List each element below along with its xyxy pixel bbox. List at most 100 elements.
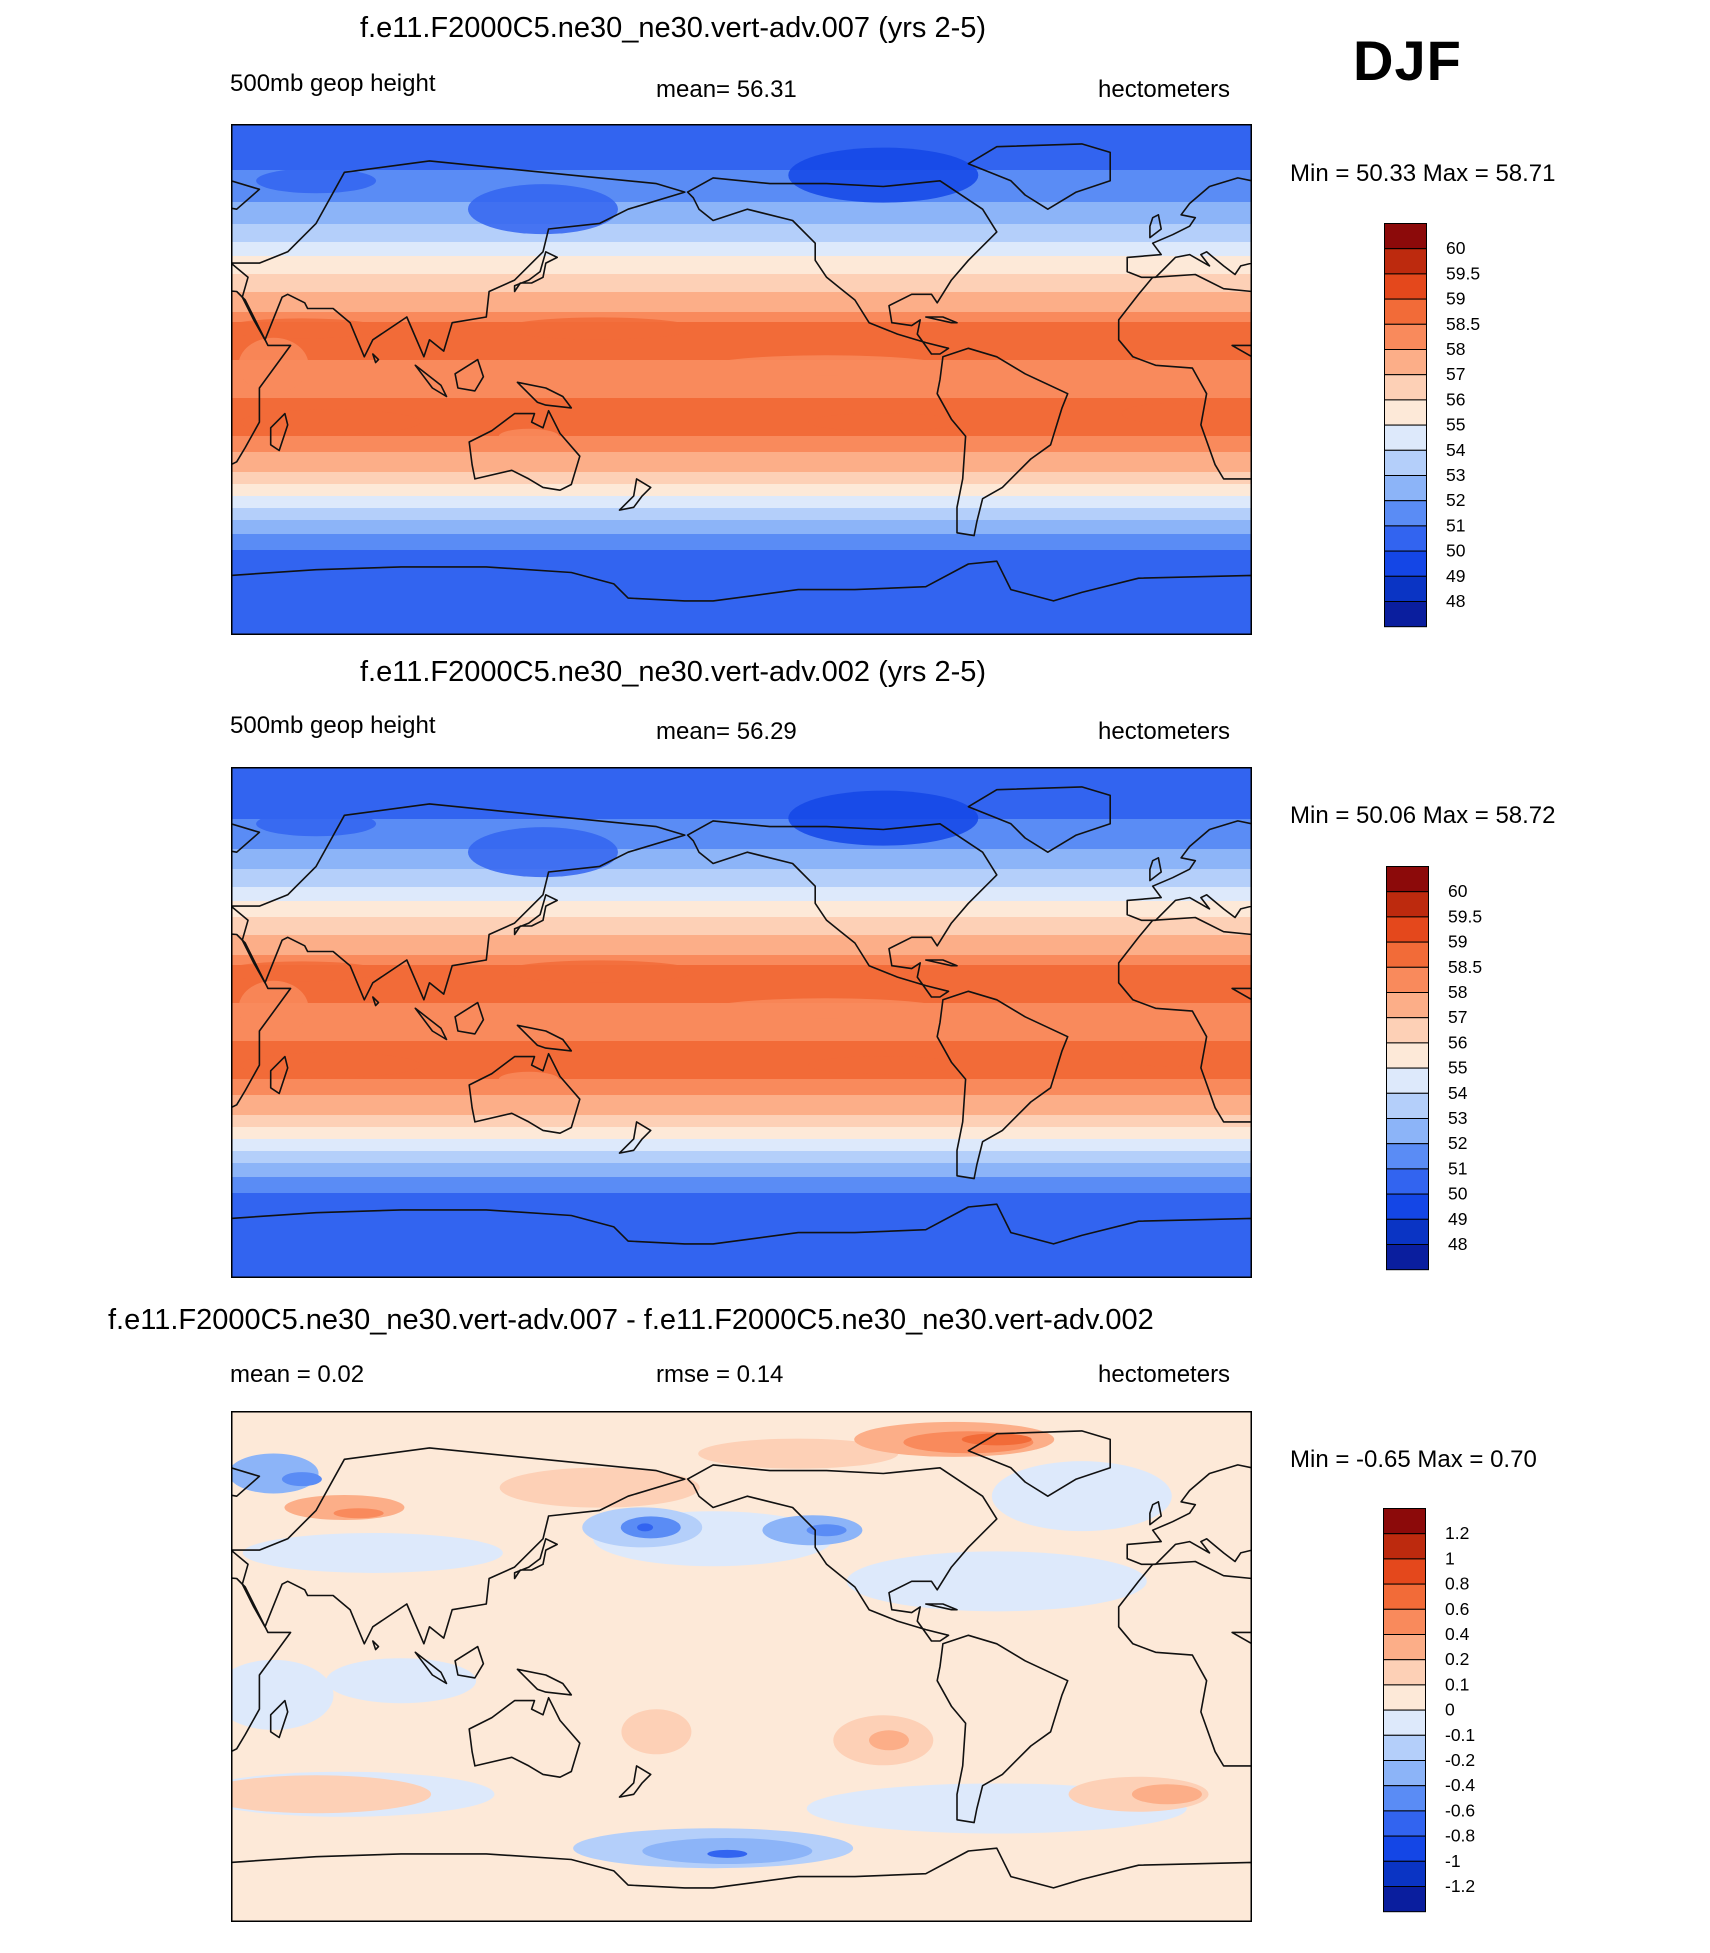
colorbar-box xyxy=(1384,374,1427,401)
panel-1-title: f.e11.F2000C5.ne30_ne30.vert-adv.007 (yr… xyxy=(360,12,987,44)
colorbar-box xyxy=(1386,992,1429,1019)
panel-2-title: f.e11.F2000C5.ne30_ne30.vert-adv.002 (yr… xyxy=(360,656,987,688)
coastline-madagascar xyxy=(269,412,289,452)
colorbar-box xyxy=(1384,500,1427,527)
colorbar-box xyxy=(1383,1583,1426,1610)
coastline-britain xyxy=(1149,1501,1163,1526)
colorbar-tick-label: 59.5 xyxy=(1446,263,1480,283)
panel-3-title: f.e11.F2000C5.ne30_ne30.vert-adv.007 - f… xyxy=(108,1304,1154,1336)
colorbar-tick-label: 60 xyxy=(1448,881,1468,901)
coastline-greenland xyxy=(967,786,1112,853)
coastline-sumatra xyxy=(414,1007,448,1041)
colorbar-tick-label: 0.4 xyxy=(1445,1624,1470,1644)
coastline-north-america xyxy=(686,820,998,998)
colorbar-box xyxy=(1384,273,1427,300)
colorbar-box xyxy=(1386,1244,1429,1271)
coastline-india-island-srilanka xyxy=(372,996,380,1007)
colorbar-box xyxy=(1384,323,1427,351)
coastline-australia xyxy=(468,409,581,492)
colorbar-tick-label: 55 xyxy=(1446,415,1465,435)
coastline-new-zealand xyxy=(618,1121,652,1154)
coastline-greenland xyxy=(967,143,1112,210)
panel-3-minmax-label: Min = -0.65 Max = 0.70 xyxy=(1290,1446,1537,1473)
colorbar-box xyxy=(1383,1785,1426,1812)
colorbar-box xyxy=(1383,1634,1426,1661)
coastline-new-guinea xyxy=(516,1024,573,1052)
colorbar-tick-label: 50 xyxy=(1448,1184,1468,1204)
colorbar-boxes xyxy=(1386,866,1429,1271)
colorbar-tick-label: 0.1 xyxy=(1445,1674,1469,1694)
colorbar-labels: 60 59.5 59 58.5 58 57 56 55 54 53 52 51 50 49 48 xyxy=(1448,881,1482,1254)
colorbar-box xyxy=(1386,1168,1429,1195)
panel-2-mean-label: mean= 56.29 xyxy=(656,718,797,745)
map-frame xyxy=(231,124,1252,635)
colorbar-tick-label: 58.5 xyxy=(1448,957,1482,977)
coastline-australia xyxy=(468,1052,581,1135)
colorbar-tick-label: 1 xyxy=(1445,1548,1455,1568)
coastline-cuba xyxy=(924,1603,958,1611)
colorbar-tick-label: -0.2 xyxy=(1445,1750,1475,1770)
coastline-japan xyxy=(513,1538,559,1580)
colorbar-box xyxy=(1386,1042,1429,1069)
colorbar-box xyxy=(1386,1067,1429,1094)
colorbar-tick-label: 52 xyxy=(1446,490,1465,510)
coastline-africa xyxy=(231,933,292,1109)
panel-1-variable-label: 500mb geop height xyxy=(230,70,436,97)
coastline-antarctica xyxy=(231,1847,1252,1922)
colorbar-tick-label: 0.6 xyxy=(1445,1599,1469,1619)
panel-3-rmse-label: rmse = 0.14 xyxy=(656,1361,784,1388)
colorbar-box xyxy=(1383,1558,1426,1585)
colorbar-box xyxy=(1386,1092,1429,1120)
colorbar-tick-label: 50 xyxy=(1446,541,1466,561)
coastline-south-america xyxy=(936,990,1069,1180)
coastline-sumatra xyxy=(414,364,448,398)
map-frame xyxy=(231,1411,1252,1922)
coastline-africa xyxy=(231,290,292,466)
colorbar-tick-label: 48 xyxy=(1448,1234,1467,1254)
coastline-eurasia xyxy=(231,160,686,358)
colorbar-tick-label: -0.8 xyxy=(1445,1826,1475,1846)
colorbar-tick-label: 53 xyxy=(1446,465,1465,485)
colorbar-tick-label: 1.2 xyxy=(1445,1523,1469,1543)
coastline-eurasia xyxy=(231,803,686,1001)
coastline-japan xyxy=(513,251,559,293)
coastline-africa-east-wrap xyxy=(1117,916,1252,1123)
map-frame xyxy=(231,767,1252,1278)
panel-1-map xyxy=(231,124,1252,635)
colorbar-box xyxy=(1383,1760,1426,1787)
contour-fill xyxy=(231,124,1252,635)
coastline-borneo xyxy=(454,1645,485,1679)
colorbar-box xyxy=(1386,966,1429,994)
colorbar-tick-label: -1 xyxy=(1445,1851,1461,1871)
coastline-australia xyxy=(468,1696,581,1779)
colorbar-boxes xyxy=(1384,223,1427,628)
coastline-sumatra xyxy=(414,1651,448,1685)
colorbar-tick-label: 54 xyxy=(1446,440,1466,460)
colorbar-box xyxy=(1384,248,1427,275)
colorbar-box xyxy=(1383,1860,1426,1887)
colorbar-box xyxy=(1386,916,1429,943)
colorbar-box xyxy=(1383,1709,1426,1736)
coastline-greenland xyxy=(967,1430,1112,1497)
colorbar-box xyxy=(1386,1193,1429,1220)
coastline-africa-east-wrap xyxy=(1117,273,1252,480)
colorbar-boxes xyxy=(1383,1508,1426,1913)
coastline-europe-wrap xyxy=(1126,177,1252,279)
panel-2-map xyxy=(231,767,1252,1278)
coastline-africa-east-wrap xyxy=(1117,1560,1252,1767)
panel-1-minmax-label: Min = 50.33 Max = 58.71 xyxy=(1290,160,1556,187)
colorbar-tick-label: -1.2 xyxy=(1445,1876,1475,1896)
coastline-antarctica xyxy=(231,1203,1252,1278)
colorbar-box xyxy=(1384,424,1427,451)
colorbar-tick-label: -0.1 xyxy=(1445,1725,1475,1745)
coastline-india-island-srilanka xyxy=(372,353,380,364)
colorbar-box xyxy=(1383,1659,1426,1686)
colorbar-box xyxy=(1386,1143,1429,1170)
panel-3-colorbar: 1.2 1 0.8 0.6 0.4 0.2 0.1 0 -0.1 -0.2 -0.4 -0.6 -0.8… xyxy=(1383,1508,1475,1913)
panel-1-colorbar: 60 59.5 59 58.5 58 57 56 55 54 53 52 51 50 49 48 xyxy=(1384,223,1480,628)
colorbar-tick-label: 60 xyxy=(1446,238,1466,258)
coastlines xyxy=(231,1430,1252,1922)
coastline-madagascar xyxy=(269,1055,289,1095)
coastline-north-america xyxy=(686,177,998,355)
colorbar-box xyxy=(1386,891,1429,918)
